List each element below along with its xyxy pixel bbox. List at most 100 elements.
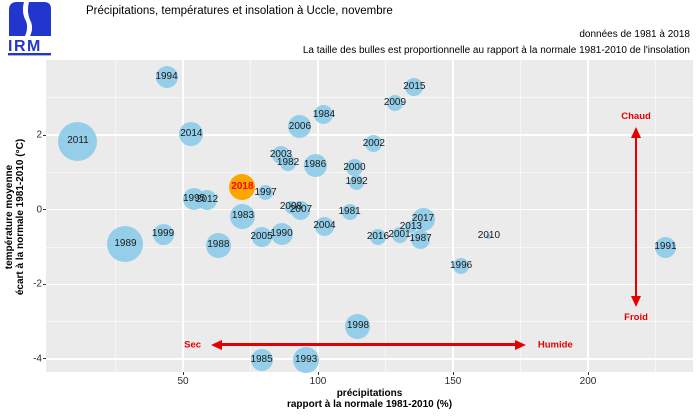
page-title: Précipitations, températures et insolati…: [86, 5, 393, 17]
major-gridline-x: [182, 60, 184, 372]
year-label-1994: 1994: [155, 70, 178, 82]
bubble-1992: [349, 174, 365, 190]
bubble-2005: [251, 226, 272, 247]
year-label-1987: 1987: [409, 233, 432, 245]
year-label-1989: 1989: [114, 238, 137, 250]
data-range-note: données de 1981 à 2018: [579, 29, 690, 40]
year-label-1995: 1995: [182, 192, 206, 204]
minor-gridline-x: [655, 60, 656, 372]
year-label-2017: 2017: [411, 213, 435, 225]
humide-label: Humide: [537, 339, 573, 351]
year-label-2011: 2011: [67, 135, 89, 147]
major-gridline-x: [452, 60, 454, 372]
year-label-1998: 1998: [346, 320, 370, 332]
label-layer: 1981 1982 1983 1984 1985 1986 1987 1988 1989 1990…: [46, 60, 693, 372]
bubble-2008: [284, 200, 298, 214]
plot-panel: Sec Humide Chaud Froid 1981 1982 1983 1984 1985…: [46, 60, 693, 374]
year-label-2009: 2009: [383, 97, 407, 109]
x-axis-title: précipitations rapport à la normale 1981…: [46, 388, 693, 410]
year-label-2012: 2012: [195, 194, 219, 205]
y-tick-label: 2: [36, 129, 42, 141]
bubble-2012: [197, 190, 218, 210]
bubble-1983: [230, 203, 256, 229]
year-label-1983: 1983: [231, 210, 255, 222]
year-label-1996: 1996: [449, 260, 473, 272]
bubble-1997: [258, 185, 274, 201]
bubble-2002: [365, 135, 383, 153]
y-tick-mark: [43, 283, 46, 285]
minor-gridline-y: [46, 171, 693, 173]
year-label-1988: 1988: [207, 239, 230, 251]
bubble-1993: [293, 347, 320, 374]
bubble-1989: [107, 226, 144, 263]
x-tick-mark: [452, 372, 454, 375]
major-gridline-y: [46, 134, 693, 136]
year-label-1984: 1984: [312, 108, 336, 120]
x-tick-mark: [587, 372, 589, 375]
bubble-2006: [288, 115, 312, 139]
x-tick-label: 100: [309, 376, 327, 387]
logo-text: IRM: [8, 38, 42, 55]
year-label-2010: 2010: [477, 230, 501, 242]
arrow-head-down-icon: [631, 296, 642, 308]
year-label-1993: 1993: [294, 354, 318, 366]
y-axis-title: température moyenne écart à la normale 1…: [4, 67, 28, 367]
bubble-2015: [405, 77, 424, 96]
year-label-1981: 1981: [338, 205, 361, 217]
bubble-1986: [303, 153, 327, 177]
annotation-layer: Sec Humide Chaud Froid: [46, 60, 693, 372]
bubble-1991: [654, 236, 676, 258]
bubble-2017: [411, 207, 435, 231]
year-label-1990: 1990: [270, 228, 293, 240]
x-tick-label: 200: [579, 376, 597, 387]
dry-wet-arrow-line: [220, 343, 517, 346]
grid-layer: [46, 60, 693, 372]
chaud-label: Chaud: [621, 110, 651, 122]
logo-underline: [8, 53, 51, 56]
bubble-1985: [250, 349, 273, 372]
x-tick-mark: [182, 372, 184, 375]
arrow-head-right-icon: [514, 339, 526, 350]
year-label-2018: 2018: [231, 180, 254, 192]
bubble-1984: [314, 105, 334, 125]
y-axis-title-line1: température moyenne: [4, 164, 15, 270]
bubble-2009: [386, 95, 403, 112]
bubble-1987: [411, 229, 431, 249]
bubble-1999: [152, 223, 174, 245]
logo-left-lobe: [9, 2, 28, 36]
minor-gridline-x: [520, 60, 521, 372]
y-tick-mark: [43, 134, 46, 136]
x-axis-title-line1: précipitations: [336, 388, 403, 399]
y-tick-label: -4: [33, 353, 42, 365]
y-tick-label: 0: [36, 204, 42, 216]
bubble-1990: [270, 223, 293, 246]
year-label-2003: 2003: [269, 148, 293, 160]
year-label-2001: 2001: [388, 229, 411, 241]
irm-logo: IRM: [8, 2, 51, 56]
y-axis-title-line2: écart à la normale 1981-2010 (°C): [15, 138, 26, 296]
sec-label: Sec: [184, 339, 202, 351]
year-label-1997: 1997: [254, 186, 277, 198]
bubble-1996: [453, 258, 470, 275]
bubble-2016: [369, 228, 386, 245]
year-label-2004: 2004: [313, 220, 336, 232]
year-label-2006: 2006: [288, 120, 312, 132]
minor-gridline-y: [46, 246, 693, 248]
minor-gridline-x: [385, 60, 386, 372]
minor-gridline-x: [115, 60, 116, 372]
year-label-2015: 2015: [403, 80, 426, 92]
bubble-2001: [391, 227, 408, 244]
minor-gridline-y: [46, 97, 693, 99]
bubble-layer: [46, 60, 693, 374]
year-label-2008: 2008: [279, 201, 303, 213]
x-axis-title-line2: rapport à la normale 1981-2010 (%): [286, 399, 453, 410]
bubble-1994: [155, 65, 178, 88]
year-label-2002: 2002: [362, 137, 385, 149]
major-gridline-y: [46, 208, 693, 211]
logo-right-lobe: [27, 2, 51, 36]
year-label-2014: 2014: [180, 127, 203, 139]
bubble-size-note: La taille des bulles est proportionnelle…: [302, 45, 690, 56]
year-label-2005: 2005: [250, 230, 273, 242]
bubble-1998: [345, 313, 371, 339]
